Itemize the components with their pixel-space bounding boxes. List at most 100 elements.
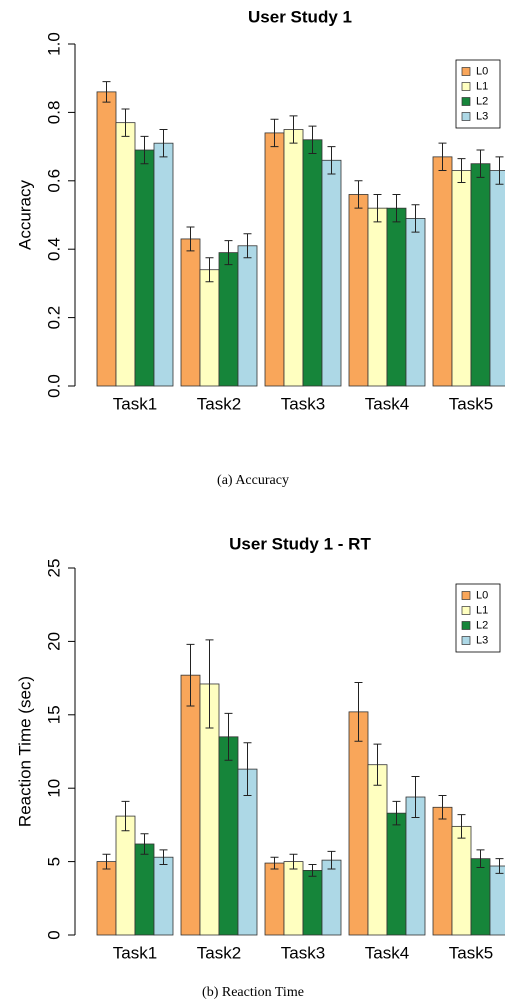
bar bbox=[218, 736, 239, 936]
error-bar bbox=[476, 849, 485, 868]
error-bar bbox=[102, 81, 111, 103]
legend-swatch bbox=[461, 606, 471, 615]
bar bbox=[283, 129, 304, 387]
error-bar bbox=[205, 639, 214, 729]
legend-swatch bbox=[461, 67, 471, 76]
bar bbox=[321, 859, 342, 936]
bar bbox=[451, 825, 472, 936]
error-bar bbox=[186, 226, 195, 252]
error-bar bbox=[438, 795, 447, 820]
legend-swatch bbox=[461, 621, 471, 630]
bar bbox=[96, 91, 117, 387]
legend-swatch bbox=[461, 82, 471, 91]
bar bbox=[264, 132, 285, 387]
error-bar bbox=[270, 856, 279, 870]
caption: (a) Accuracy bbox=[217, 473, 289, 488]
bar bbox=[386, 207, 407, 387]
x-tick-label: Task5 bbox=[449, 943, 493, 962]
x-tick-label: Task3 bbox=[281, 394, 325, 413]
bar bbox=[451, 170, 472, 387]
error-bar bbox=[308, 864, 317, 877]
error-bar bbox=[392, 800, 401, 826]
y-tick-label: 0 bbox=[44, 930, 63, 939]
error-bar bbox=[411, 204, 420, 233]
error-bar bbox=[140, 135, 149, 165]
error-bar bbox=[243, 742, 252, 797]
bar bbox=[432, 156, 453, 387]
bar bbox=[405, 218, 426, 387]
y-tick-label: 20 bbox=[44, 632, 63, 651]
error-bar bbox=[121, 800, 130, 832]
error-bar bbox=[327, 850, 336, 870]
bar bbox=[432, 806, 453, 936]
error-bar bbox=[354, 682, 363, 742]
y-tick-label: 0.2 bbox=[44, 306, 63, 330]
legend-swatch bbox=[461, 591, 471, 600]
y-tick-label: 25 bbox=[44, 559, 63, 578]
error-bar bbox=[289, 853, 298, 870]
y-tick-label: 0.8 bbox=[44, 101, 63, 125]
y-tick-label: 0.4 bbox=[44, 237, 63, 261]
y-tick-label: 15 bbox=[44, 705, 63, 724]
error-bar bbox=[121, 108, 130, 137]
caption: (b) Reaction Time bbox=[202, 985, 304, 1000]
bar bbox=[96, 861, 117, 936]
chart-title: User Study 1 - RT bbox=[229, 534, 371, 553]
error-bar bbox=[476, 149, 485, 178]
y-tick-label: 10 bbox=[44, 779, 63, 798]
error-bar bbox=[457, 814, 466, 839]
error-bar bbox=[373, 193, 382, 223]
error-bar bbox=[159, 849, 168, 866]
error-bar bbox=[327, 146, 336, 175]
y-tick-label: 5 bbox=[44, 857, 63, 866]
bar bbox=[470, 163, 491, 387]
legend-label: L3 bbox=[476, 110, 488, 122]
x-tick-label: Task2 bbox=[197, 943, 241, 962]
bar bbox=[115, 815, 136, 936]
error-bar bbox=[308, 125, 317, 154]
bar bbox=[180, 238, 201, 387]
legend-label: L0 bbox=[476, 65, 488, 77]
legend-swatch bbox=[461, 636, 471, 645]
bar bbox=[489, 170, 505, 387]
legend-label: L3 bbox=[476, 634, 488, 646]
x-tick-label: Task4 bbox=[365, 394, 409, 413]
bar bbox=[115, 122, 136, 387]
bar bbox=[264, 862, 285, 936]
legend-swatch bbox=[461, 97, 471, 106]
x-tick-label: Task3 bbox=[281, 943, 325, 962]
bar bbox=[348, 194, 369, 387]
error-bar bbox=[224, 712, 233, 761]
error-bar bbox=[495, 156, 504, 185]
error-bar bbox=[140, 833, 149, 855]
x-tick-label: Task2 bbox=[197, 394, 241, 413]
error-bar bbox=[270, 118, 279, 148]
x-tick-label: Task4 bbox=[365, 943, 409, 962]
bar bbox=[134, 149, 155, 387]
error-bar bbox=[411, 775, 420, 819]
y-tick-label: 0.6 bbox=[44, 169, 63, 193]
error-bar bbox=[102, 853, 111, 870]
legend-label: L0 bbox=[476, 589, 488, 601]
bar bbox=[321, 159, 342, 387]
bar bbox=[199, 269, 220, 387]
legend-swatch bbox=[461, 112, 471, 121]
bar bbox=[153, 856, 174, 936]
legend-label: L2 bbox=[476, 95, 488, 107]
bar bbox=[302, 139, 323, 387]
y-tick-label: 0.0 bbox=[44, 374, 63, 398]
y-axis-label: Reaction Time (sec) bbox=[15, 676, 34, 827]
bar bbox=[367, 207, 388, 387]
error-bar bbox=[392, 193, 401, 223]
error-bar bbox=[373, 743, 382, 786]
bar bbox=[283, 861, 304, 936]
bar bbox=[489, 865, 505, 936]
legend-label: L2 bbox=[476, 619, 488, 631]
bar bbox=[367, 764, 388, 936]
x-tick-label: Task1 bbox=[113, 394, 157, 413]
bar bbox=[134, 843, 155, 936]
legend-label: L1 bbox=[476, 80, 488, 92]
error-bar bbox=[457, 158, 466, 184]
bar bbox=[348, 711, 369, 936]
